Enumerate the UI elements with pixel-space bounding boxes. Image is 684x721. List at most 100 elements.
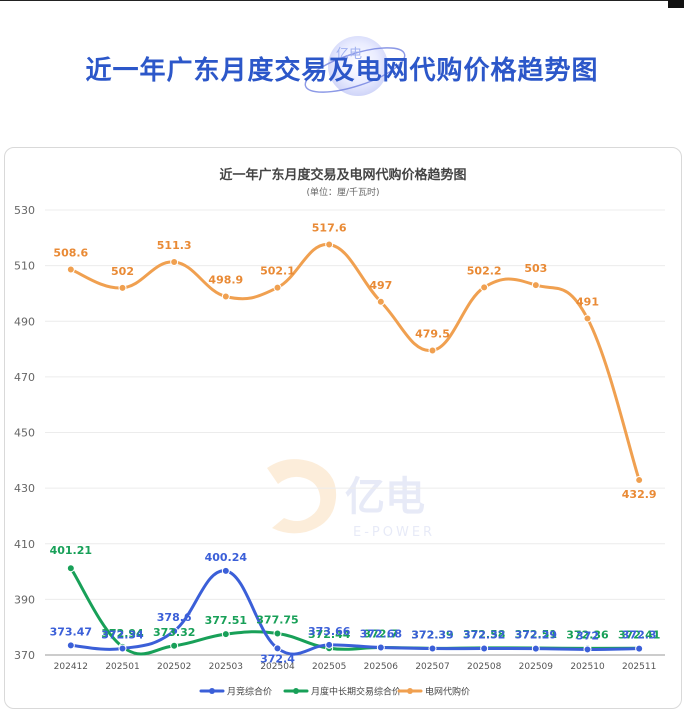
trend-chart: 亿电 E-POWER 近一年广东月度交易及电网代购价格趋势图 (单位：厘/千瓦时… — [14, 167, 665, 698]
data-point — [583, 314, 592, 323]
data-point — [221, 566, 230, 575]
data-label: 508.6 — [53, 247, 88, 260]
watermark-sub: E-POWER — [353, 525, 435, 540]
x-tick-label: 202508 — [467, 662, 502, 672]
data-label: 372.44 — [308, 628, 351, 641]
data-label: 372.51 — [515, 628, 557, 641]
data-point — [325, 240, 334, 249]
data-label: 372.94 — [101, 627, 144, 640]
x-tick-label: 202504 — [260, 662, 295, 672]
y-tick-label: 470 — [14, 371, 35, 384]
data-label: 502.2 — [467, 264, 502, 277]
data-label: 491 — [576, 295, 599, 308]
legend-marker — [209, 688, 215, 694]
data-label: 372.33 — [411, 629, 453, 642]
x-tick-label: 202412 — [54, 662, 88, 672]
data-label: 372 — [576, 629, 599, 642]
data-label: 372.7 — [363, 627, 398, 640]
data-label: 378.6 — [157, 611, 192, 624]
data-label: 377.51 — [205, 614, 247, 627]
data-point — [170, 627, 179, 636]
data-label: 511.3 — [157, 239, 192, 252]
page-title: 近一年广东月度交易及电网代购价格趋势图 — [85, 56, 599, 86]
data-label: 479.5 — [415, 327, 450, 340]
y-tick-label: 450 — [14, 427, 35, 440]
x-tick-label: 202506 — [364, 662, 399, 672]
watermark-logo-icon — [267, 459, 337, 534]
data-point — [118, 644, 127, 653]
legend-label: 电网代购价 — [425, 686, 470, 698]
x-tick-label: 202510 — [570, 662, 605, 672]
data-label: 372.32 — [463, 629, 505, 642]
data-label: 372.39 — [411, 628, 453, 641]
data-label: 503 — [524, 262, 547, 275]
data-label: 372.36 — [566, 628, 609, 641]
data-point — [480, 283, 489, 292]
grid — [45, 209, 665, 656]
axes: 370 390 410 430 450 470 490 510 530 202412 202501 2… — [14, 204, 665, 672]
data-point — [531, 281, 540, 290]
data-label: 498.9 — [208, 273, 243, 286]
data-point — [273, 629, 282, 638]
data-label: 372.3 — [622, 629, 657, 642]
series — [66, 240, 644, 656]
x-tick-label: 202509 — [519, 662, 554, 672]
x-tick-label: 202511 — [622, 662, 656, 672]
banner-logo-icon: 亿电 — [304, 36, 406, 96]
x-tick-label: 202507 — [415, 662, 449, 672]
data-point — [66, 265, 75, 274]
x-tick-label: 202501 — [105, 662, 139, 672]
chart-title: 近一年广东月度交易及电网代购价格趋势图 — [219, 167, 466, 183]
data-label: 372.34 — [101, 628, 144, 641]
data-point — [428, 644, 437, 653]
y-tick-label: 530 — [14, 204, 35, 217]
data-point — [273, 644, 282, 653]
data-point — [66, 641, 75, 650]
data-label: 497 — [369, 279, 392, 292]
data-label: 502 — [111, 265, 134, 278]
series-line-2 — [69, 242, 641, 482]
chart-card: 亿电 E-POWER 近一年广东月度交易及电网代购价格趋势图 (单位：厘/千瓦时… — [4, 147, 682, 709]
data-label: 401.21 — [50, 544, 92, 557]
y-tick-label: 510 — [14, 260, 35, 273]
data-point — [221, 292, 230, 301]
data-point — [118, 283, 127, 292]
data-point — [66, 564, 75, 573]
data-label: 372.29 — [515, 629, 557, 642]
data-label: 432.9 — [622, 488, 657, 501]
data-point — [325, 640, 334, 649]
y-tick-label: 410 — [14, 538, 35, 551]
data-point — [635, 644, 644, 653]
chart-subtitle: (单位：厘/千瓦时) — [306, 186, 379, 198]
data-point — [480, 644, 489, 653]
data-point — [221, 630, 230, 639]
data-label: 373.32 — [153, 626, 195, 639]
data-label: 373.66 — [308, 625, 351, 638]
x-tick-label: 202505 — [312, 662, 346, 672]
data-label: 372.58 — [463, 628, 505, 641]
data-labels: 508.6 502 511.3 498.9 502.1 517.6 497 479.5 502.… — [50, 221, 661, 665]
y-tick-label: 430 — [14, 482, 35, 495]
data-label: 372.68 — [360, 628, 402, 641]
data-point — [428, 346, 437, 355]
legend-label: 月度中长期交易综合价 — [311, 686, 401, 698]
banner-logo-text: 亿电 — [336, 47, 362, 62]
data-point — [376, 643, 385, 652]
legend-marker — [293, 688, 299, 694]
legend-label: 月竞综合价 — [227, 686, 272, 698]
watermark: 亿电 E-POWER — [267, 459, 435, 540]
y-tick-label: 390 — [14, 593, 35, 606]
data-label: 400.24 — [205, 551, 248, 564]
data-point — [376, 297, 385, 306]
watermark-main: 亿电 — [345, 474, 425, 520]
data-label: 502.1 — [260, 265, 295, 278]
y-tick-label: 490 — [14, 315, 35, 328]
data-point — [170, 641, 179, 650]
data-point — [273, 283, 282, 292]
data-label: 377.75 — [256, 613, 298, 626]
x-tick-label: 202503 — [209, 662, 243, 672]
top-border-line — [0, 0, 684, 1]
data-label: 372.41 — [618, 628, 660, 641]
data-label: 372.4 — [260, 652, 295, 665]
x-tick-label: 202502 — [157, 662, 191, 672]
